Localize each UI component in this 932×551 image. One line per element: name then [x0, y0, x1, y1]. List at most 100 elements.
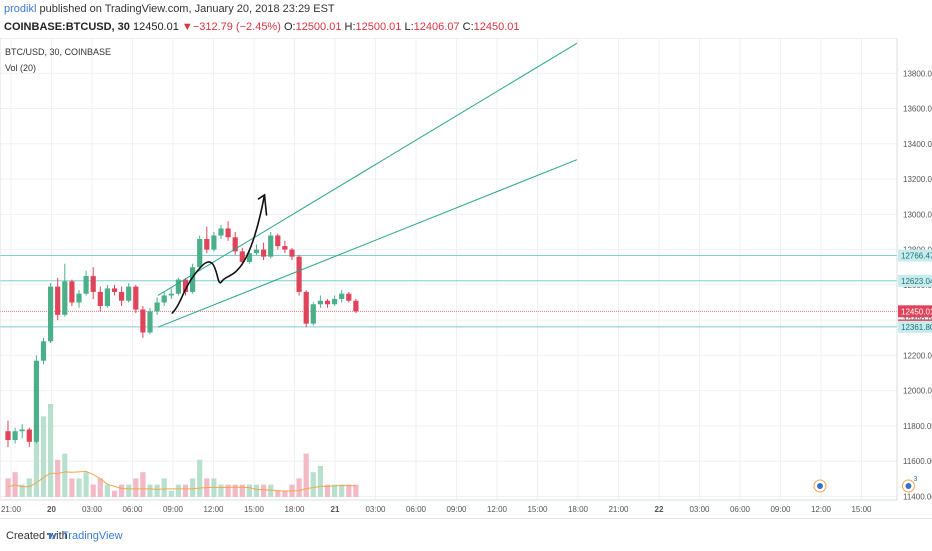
price-axis-badge [898, 320, 932, 333]
x-tick-label: 12:00 [811, 505, 832, 514]
volume-bar [246, 484, 252, 497]
event-markers: 3 [813, 476, 917, 493]
candle [83, 276, 89, 294]
price-axis: 13800.00 13600.00 13400.00 13200.00 13000.00… [898, 69, 932, 501]
candle [104, 288, 110, 307]
x-tick-label: 22 [655, 505, 664, 514]
candle [48, 286, 54, 342]
x-tick-label: 09:00 [770, 505, 791, 514]
volume-bar [253, 484, 260, 497]
candle [33, 360, 39, 442]
author-link[interactable]: prodikl [4, 3, 37, 15]
projection-drawing [171, 193, 268, 314]
y-tick-label: 13800.00 [903, 69, 932, 78]
candle [126, 286, 132, 301]
x-tick-label: 03:00 [689, 505, 710, 514]
volume-bar [48, 404, 54, 497]
y-tick-label: 11600.00 [903, 457, 932, 466]
open-value: 12500.01 [295, 21, 342, 33]
x-tick-label: 12:00 [487, 505, 508, 514]
volume-bar [303, 453, 309, 497]
candle [97, 291, 103, 307]
candle [62, 281, 68, 315]
candles [5, 221, 359, 448]
price-chart[interactable]: 3 13800.00 13600.00 13400.00 13200.00 13000.… [0, 37, 932, 518]
volume-bar [310, 472, 316, 497]
candle [246, 253, 252, 262]
candle [296, 256, 302, 292]
flag-icon [816, 483, 823, 489]
candle [310, 304, 316, 324]
volume-bar [104, 484, 110, 497]
down-arrow-icon: ▼ [181, 21, 193, 33]
y-tick-label: 13000.00 [903, 210, 932, 219]
x-tick-label: 09:00 [163, 505, 184, 514]
candle [140, 309, 146, 333]
x-tick-label: 12:00 [203, 505, 224, 514]
price-change: −312.79 (−2.45%) [192, 21, 281, 33]
x-tick-label: 06:00 [730, 505, 751, 514]
candle [239, 251, 245, 262]
candle [353, 300, 359, 312]
volume-bar [26, 478, 32, 497]
volume-bar [182, 484, 189, 497]
x-tick-label: 18:00 [284, 505, 305, 514]
high-value: 12500.01 [355, 21, 402, 33]
price-axis-badge-text: 12361.80 [901, 323, 932, 332]
price-axis-badge-text: 12766.47 [901, 252, 932, 261]
y-tick-label: 11800.00 [903, 422, 932, 431]
publication-header: prodikl published on TradingView.com, Ja… [0, 0, 932, 38]
candle [119, 291, 125, 301]
volume-bar [211, 478, 217, 497]
event-marker-count: 3 [913, 476, 917, 483]
chart-area[interactable]: 3 13800.00 13600.00 13400.00 13200.00 13000.… [0, 37, 932, 518]
symbol-label: COINBASE:BTCUSD, 30 [4, 21, 130, 33]
y-tick-label: 11400.00 [903, 492, 932, 501]
created-with-label: Created with [6, 530, 68, 542]
volume-ma-line [7, 470, 356, 492]
volume-ma [7, 470, 356, 492]
trendline [157, 42, 578, 296]
volume-bar [197, 459, 203, 497]
candle [40, 341, 47, 361]
legend-pair: BTC/USD, 30, COINBASE [5, 47, 111, 57]
candle [5, 431, 11, 441]
y-tick-label: 13200.00 [903, 175, 932, 184]
x-tick-label: 21:00 [608, 505, 629, 514]
volume-bar [225, 484, 231, 497]
candle [225, 228, 231, 238]
candle [26, 429, 32, 442]
x-tick-label: 15:00 [244, 505, 265, 514]
volume-bar [317, 466, 323, 497]
candle [282, 246, 288, 250]
candle [168, 293, 174, 296]
x-tick-label: 15:00 [527, 505, 548, 514]
price-axis-badge [898, 274, 932, 287]
candle [218, 228, 224, 236]
trendlines [157, 42, 578, 328]
low-label: L: [404, 21, 414, 33]
flag-icon [905, 483, 912, 489]
volume-bar [76, 478, 82, 497]
candle [182, 279, 189, 292]
candle [346, 293, 352, 301]
candle [261, 249, 267, 257]
y-tick-label: 13600.00 [903, 105, 932, 114]
candle [111, 288, 118, 292]
tradingview-brand-link[interactable]: TradingView [62, 530, 123, 542]
volume-bar [282, 490, 288, 497]
candle [12, 431, 18, 441]
candle [55, 286, 61, 315]
volume-bar [69, 478, 75, 497]
price-axis-badge-text: 12450.01 [901, 307, 932, 316]
volume-bar [232, 484, 238, 497]
volume-bar [268, 484, 274, 497]
candle [253, 249, 260, 254]
volume-bar [126, 484, 132, 497]
volume-bar [90, 484, 96, 497]
published-info: published on TradingView.com, January 20… [39, 3, 335, 15]
volume-bar [62, 453, 68, 497]
x-tick-label: 18:00 [568, 505, 589, 514]
candle [317, 300, 323, 305]
x-tick-label: 03:00 [365, 505, 386, 514]
